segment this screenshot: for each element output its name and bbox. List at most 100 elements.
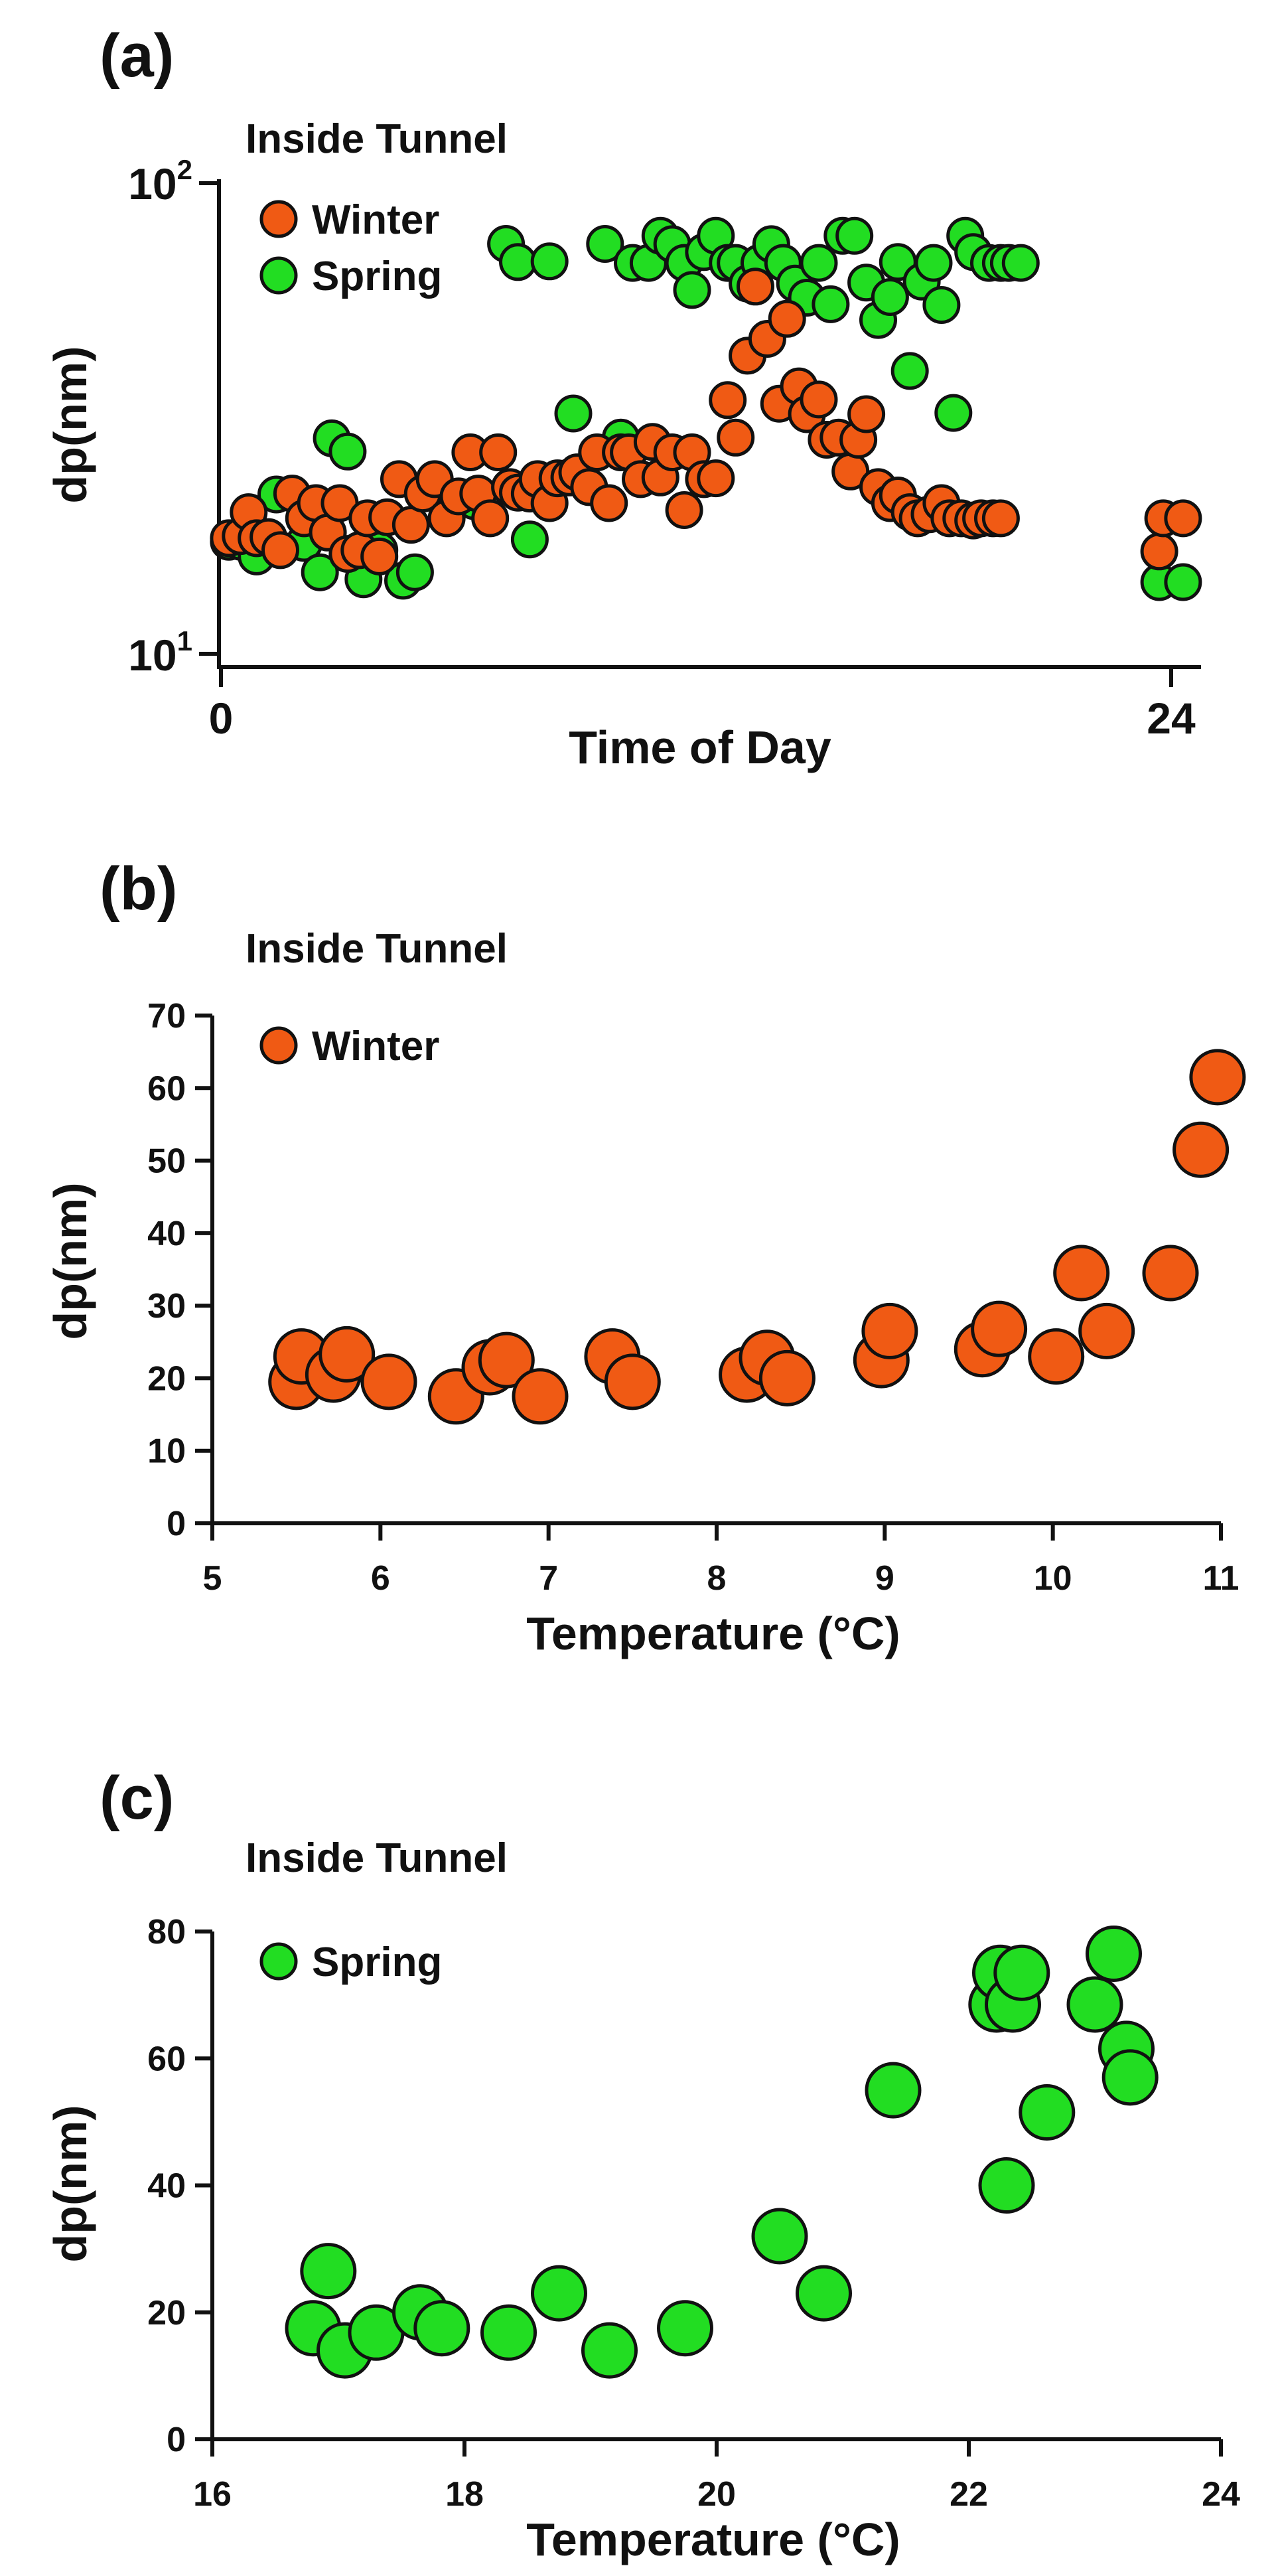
panel-b-winter-temperature-chart: (b) Inside Tunnel 0 10 20 30 40 50 60 70 5 6 7 8 9 1…	[44, 855, 1246, 1659]
panel-b-y-tick-label-60: 60	[147, 1069, 186, 1108]
panel-b-y-axis-title: dp(nm)	[44, 1182, 96, 1339]
panel-c-y-tick-label-20: 20	[147, 2294, 186, 2332]
panel-b-point-winter-13	[758, 1349, 815, 1406]
panel-c-point-spring-17	[993, 1944, 1050, 2001]
panel-a-point-winter-36	[590, 484, 628, 522]
panel-b-legend-label-winter: Winter	[312, 1023, 439, 1069]
panel-c-x-tick-label-24: 24	[1202, 2475, 1240, 2514]
panel-c-point-spring-12	[865, 2062, 922, 2119]
panel-b-point-winter-8	[512, 1368, 569, 1425]
panel-b-x-ticks: 5 6 7 8 9 10 11	[203, 1523, 1240, 1598]
panel-b-y-tick-label-30: 30	[147, 1287, 186, 1326]
panel-a-y-tick-10-exp: 1	[177, 625, 192, 656]
panel-b-point-winter-7	[478, 1331, 535, 1389]
panel-c-point-spring-6	[480, 2304, 537, 2361]
panel-b-legend-marker-winter	[259, 1026, 298, 1065]
panel-a-point-winter-24	[471, 499, 510, 538]
panel-a-y-tick-100-base: 10	[128, 159, 177, 208]
panel-c-point-spring-15	[978, 2157, 1035, 2214]
panel-b-point-winter-20	[1078, 1302, 1135, 1359]
panel-c-point-spring-20	[1086, 1926, 1142, 1982]
panel-c-x-tick-label-20: 20	[697, 2475, 736, 2514]
panel-c-y-tick-label-40: 40	[147, 2167, 186, 2206]
panel-b-legend: Winter	[259, 1023, 439, 1069]
panel-b-point-winter-22	[1172, 1121, 1230, 1178]
panel-c-point-spring-10	[751, 2208, 808, 2265]
panel-c-y-ticks: 0 20 40 60 80	[147, 1913, 212, 2459]
panel-b-y-tick-label-70: 70	[147, 997, 186, 1035]
panel-a-point-spring-37	[800, 244, 838, 282]
panel-c-y-tick-label-80: 80	[147, 1913, 186, 1951]
panel-c-point-spring-1	[300, 2243, 357, 2300]
panel-b-x-tick-label-5: 5	[203, 1559, 222, 1598]
panel-a-point-spring-7	[328, 432, 367, 471]
panel-a-point-winter-46	[697, 459, 735, 498]
panel-a-legend-label-winter: Winter	[312, 197, 439, 243]
panel-a-point-winter-17	[391, 506, 430, 544]
panel-a-y-tick-100-exp: 2	[177, 154, 192, 185]
panel-a-legend-marker-winter	[259, 200, 298, 238]
panel-b-x-tick-label-10: 10	[1034, 1559, 1072, 1598]
panel-c-point-spring-9	[657, 2300, 713, 2357]
panel-c-title: Inside Tunnel	[246, 1835, 508, 1881]
panel-c-legend: Spring	[259, 1939, 442, 1985]
panel-a-point-winter-61	[847, 395, 886, 433]
panel-b-y-tick-label-20: 20	[147, 1359, 186, 1398]
panel-c-point-spring-18	[1019, 2084, 1076, 2141]
panel-a-point-winter-74	[981, 499, 1020, 538]
panel-b-x-tick-label-7: 7	[539, 1559, 558, 1598]
panel-c-data-points	[285, 1926, 1159, 2379]
panel-b-point-winter-15	[861, 1302, 918, 1359]
panel-a-x-tick-label-24: 24	[1147, 694, 1196, 743]
panel-c-y-tick-label-0: 0	[167, 2421, 186, 2459]
panel-c-spring-temperature-chart: (c) Inside Tunnel 0 20 40 60 80 16 18 20 22 24 T…	[44, 1764, 1240, 2565]
panel-c-x-ticks: 16 18 20 22 24	[193, 2439, 1240, 2514]
panel-c-label: (c)	[100, 1764, 174, 1832]
panel-a-point-winter-14	[360, 537, 399, 575]
panel-b-y-tick-label-40: 40	[147, 1215, 186, 1253]
panel-a-y-axis-title: dp(nm)	[44, 346, 96, 503]
panel-b-label: (b)	[100, 855, 177, 923]
panel-a-point-winter-56	[800, 380, 838, 419]
panel-b-x-axis-title: Temperature (°C)	[526, 1608, 900, 1659]
panel-b-data-points	[268, 1049, 1246, 1425]
panel-b-y-tick-label-10: 10	[147, 1432, 186, 1471]
panel-b-axes: 0 10 20 30 40 50 60 70 5 6 7 8 9 10 11 Temperature (°…	[44, 997, 1239, 1659]
panel-c-point-spring-19	[1066, 1976, 1123, 2033]
panel-a-point-winter-77	[1164, 499, 1202, 538]
panel-a-point-winter-50	[737, 267, 774, 306]
panel-a-point-spring-16	[510, 520, 549, 559]
panel-b-point-winter-17	[971, 1300, 1028, 1357]
panel-a-point-winter-53	[768, 299, 806, 338]
panel-a-point-spring-19	[586, 225, 624, 263]
panel-a-point-spring-5	[301, 553, 339, 591]
panel-a-data-points	[210, 216, 1202, 601]
panel-a-point-spring-49	[934, 394, 973, 432]
panel-a-point-spring-17	[530, 242, 569, 281]
panel-a-y-tick-label-10: 101	[128, 625, 192, 680]
panel-b-point-winter-18	[1028, 1328, 1085, 1385]
panel-a-y-tick-label-100: 102	[128, 154, 192, 208]
panel-a-point-spring-40	[835, 216, 874, 255]
panel-c-point-spring-11	[796, 2265, 852, 2322]
panel-a-point-spring-11	[395, 553, 434, 591]
panel-b-x-tick-label-11: 11	[1203, 1559, 1240, 1598]
panel-a-point-spring-47	[914, 244, 953, 282]
panel-b-x-tick-label-6: 6	[371, 1559, 390, 1598]
panel-a-legend-marker-spring	[259, 256, 298, 295]
panel-b-point-winter-21	[1142, 1245, 1199, 1302]
panel-b-point-winter-4	[360, 1353, 417, 1410]
panel-b-x-tick-label-8: 8	[707, 1559, 727, 1598]
panel-a-point-spring-38	[812, 285, 850, 323]
panel-c-legend-marker-spring	[259, 1942, 298, 1981]
panel-b-y-tick-label-50: 50	[147, 1142, 186, 1181]
panel-a-point-winter-25	[479, 433, 518, 471]
panel-b-y-tick-label-0: 0	[167, 1505, 186, 1543]
panel-a-x-axis-title: Time of Day	[569, 721, 831, 773]
panel-a-title: Inside Tunnel	[246, 116, 508, 162]
panel-a-point-spring-48	[922, 286, 961, 324]
panel-a-point-spring-26	[673, 271, 711, 309]
panel-a-legend-label-spring: Spring	[312, 254, 442, 299]
panel-c-x-tick-label-18: 18	[445, 2475, 484, 2514]
